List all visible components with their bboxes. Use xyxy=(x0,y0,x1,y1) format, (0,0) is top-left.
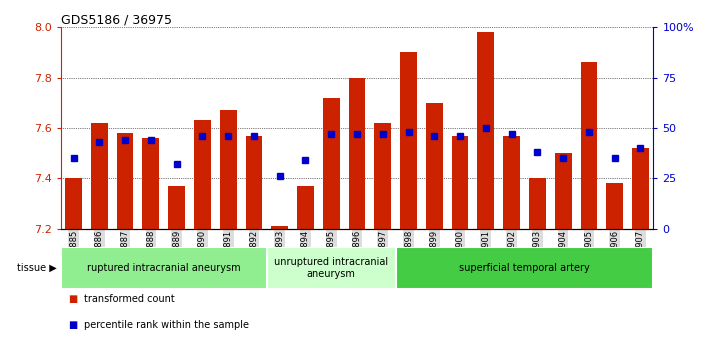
Bar xyxy=(478,32,494,229)
Bar xyxy=(65,178,82,229)
Text: ■: ■ xyxy=(68,320,77,330)
Text: GDS5186 / 36975: GDS5186 / 36975 xyxy=(61,13,171,26)
Text: ruptured intracranial aneurysm: ruptured intracranial aneurysm xyxy=(87,263,241,273)
Text: unruptured intracranial
aneurysm: unruptured intracranial aneurysm xyxy=(274,257,388,278)
Bar xyxy=(374,123,391,229)
Text: transformed count: transformed count xyxy=(84,294,174,305)
Bar xyxy=(246,135,262,229)
Bar xyxy=(348,78,366,229)
Bar xyxy=(555,153,571,229)
Bar xyxy=(426,103,443,229)
Bar xyxy=(632,148,649,229)
Bar xyxy=(323,98,340,229)
Bar xyxy=(143,138,159,229)
Bar xyxy=(452,135,468,229)
Bar xyxy=(580,62,598,229)
Bar xyxy=(529,178,545,229)
Bar xyxy=(61,247,267,289)
Bar xyxy=(267,247,396,289)
Bar xyxy=(194,121,211,229)
Bar xyxy=(116,133,134,229)
Text: superficial temporal artery: superficial temporal artery xyxy=(459,263,590,273)
Bar xyxy=(271,226,288,229)
Bar xyxy=(606,183,623,229)
Bar xyxy=(297,186,314,229)
Bar xyxy=(503,135,520,229)
Bar xyxy=(396,247,653,289)
Text: percentile rank within the sample: percentile rank within the sample xyxy=(84,320,248,330)
Bar xyxy=(400,52,417,229)
Bar xyxy=(220,110,236,229)
Bar xyxy=(169,186,185,229)
Text: ■: ■ xyxy=(68,294,77,305)
Text: tissue ▶: tissue ▶ xyxy=(17,263,57,273)
Bar xyxy=(91,123,108,229)
